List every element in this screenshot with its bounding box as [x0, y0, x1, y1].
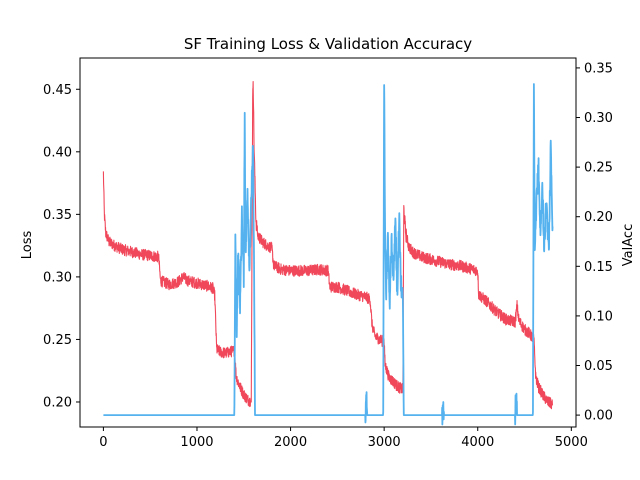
y-right-tick-label: 0.35 [584, 61, 613, 76]
y-left-tick-label: 0.35 [43, 208, 72, 223]
y-axis-left-title: Loss [20, 231, 35, 260]
y-right-tick-label: 0.10 [584, 309, 613, 324]
x-tick-label: 0 [99, 435, 107, 450]
y-axis-right-title: ValAcc [621, 224, 636, 266]
y-right-tick-label: 0.05 [584, 359, 613, 374]
y-left-tick-label: 0.45 [43, 83, 72, 98]
y-left-tick-label: 0.40 [43, 145, 72, 160]
y-right-tick-label: 0.30 [584, 111, 613, 126]
axes: 0 1000 2000 3000 4000 5000 0.20 0.25 0.30 0.35 0.4… [43, 57, 613, 450]
x-tick-label: 3000 [368, 435, 401, 450]
y-left-tick-label: 0.20 [43, 395, 72, 410]
plot-area [102, 81, 554, 426]
y-right-tick-label: 0.15 [584, 260, 613, 275]
y-left-tick-label: 0.25 [43, 333, 72, 348]
x-tick-label: 5000 [555, 435, 588, 450]
valacc-series-line [102, 83, 554, 426]
series-group [102, 81, 554, 426]
chart-title: SF Training Loss & Validation Accuracy [184, 35, 472, 53]
y-right-tick-label: 0.00 [584, 409, 613, 424]
x-tick-label: 4000 [461, 435, 494, 450]
x-tick-label: 2000 [274, 435, 307, 450]
y-right-tick-label: 0.20 [584, 210, 613, 225]
x-tick-label: 1000 [180, 435, 213, 450]
y-right-tick-label: 0.25 [584, 161, 613, 176]
axes-frame [79, 57, 577, 428]
y-left-tick-label: 0.30 [43, 270, 72, 285]
loss-series-line [102, 81, 554, 410]
